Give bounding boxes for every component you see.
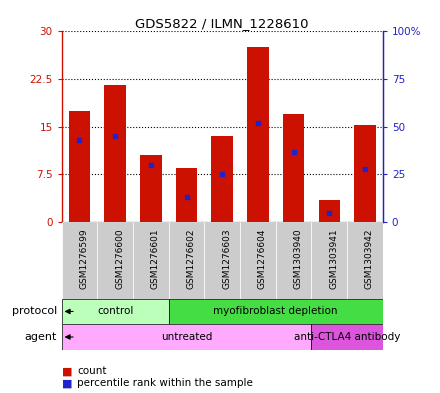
Text: count: count [77, 366, 106, 376]
Text: GSM1303940: GSM1303940 [293, 228, 303, 289]
Bar [212, 136, 233, 222]
Bar [62, 324, 312, 350]
Text: ■: ■ [62, 378, 72, 388]
Text: GSM1276599: GSM1276599 [80, 228, 88, 289]
Bar [169, 222, 204, 299]
Text: GSM1276601: GSM1276601 [151, 228, 160, 289]
Bar [319, 200, 340, 222]
Text: untreated: untreated [161, 332, 212, 342]
Text: GSM1303941: GSM1303941 [329, 228, 338, 289]
Bar [69, 111, 90, 222]
Bar [247, 47, 268, 222]
Text: GSM1276600: GSM1276600 [115, 228, 124, 289]
Text: protocol: protocol [12, 307, 57, 316]
Text: GSM1276602: GSM1276602 [187, 228, 195, 289]
Bar [312, 324, 383, 350]
Text: GSM1303942: GSM1303942 [365, 228, 374, 289]
Text: ■: ■ [62, 366, 72, 376]
Text: percentile rank within the sample: percentile rank within the sample [77, 378, 253, 388]
Text: GSM1276604: GSM1276604 [258, 228, 267, 289]
Text: agent: agent [25, 332, 57, 342]
Text: myofibroblast depletion: myofibroblast depletion [213, 307, 338, 316]
Title: GDS5822 / ILMN_1228610: GDS5822 / ILMN_1228610 [136, 17, 309, 30]
Bar [169, 299, 383, 324]
Text: anti-CTLA4 antibody: anti-CTLA4 antibody [294, 332, 400, 342]
Text: GSM1276603: GSM1276603 [222, 228, 231, 289]
Bar [62, 299, 169, 324]
Text: control: control [97, 307, 133, 316]
Bar [140, 155, 161, 222]
Bar [347, 222, 383, 299]
Bar [276, 222, 312, 299]
Bar [354, 125, 376, 222]
Bar [62, 222, 97, 299]
Bar [283, 114, 304, 222]
Bar [133, 222, 169, 299]
Bar [176, 168, 197, 222]
Bar [104, 85, 126, 222]
Bar [240, 222, 276, 299]
Bar [97, 222, 133, 299]
Bar [312, 222, 347, 299]
Bar [204, 222, 240, 299]
